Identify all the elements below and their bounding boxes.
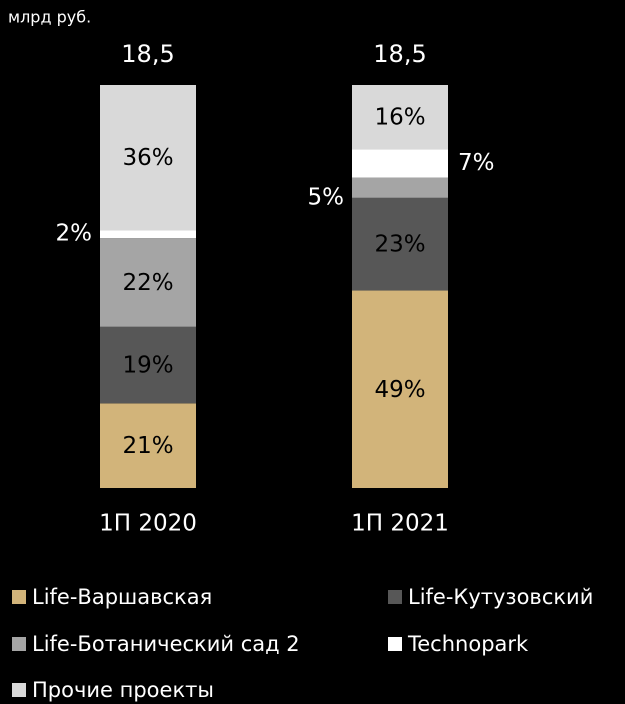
data-label: 2% [56,221,93,247]
x-tick-label: 1П 2021 [351,511,449,537]
bar-segment [100,238,196,327]
total-label: 18,5 [121,40,174,68]
data-label: 16% [374,105,425,131]
legend-swatch [388,637,402,651]
data-label: 23% [374,232,425,258]
legend-label: Technopark [407,632,529,656]
x-tick-label: 1П 2020 [99,511,197,537]
legend-swatch [388,590,402,604]
bar-segment [352,149,448,178]
legend-label: Прочие проекты [32,678,214,702]
legend-swatch [12,683,26,697]
data-label: 7% [458,150,495,176]
bar-segment [100,85,196,231]
legend-label: Life-Ботанический сад 2 [32,632,300,656]
data-label: 49% [374,377,425,403]
data-label: 19% [122,353,173,379]
total-label: 18,5 [373,40,426,68]
bar-segment [352,197,448,291]
data-label: 21% [122,433,173,459]
bar-segment [352,177,448,198]
legend-label: Life-Кутузовский [408,585,593,609]
legend-swatch [12,637,26,651]
data-label: 22% [122,270,173,296]
legend-label: Life-Варшавская [32,585,212,609]
bar-segment [352,85,448,150]
bar-segment [100,403,196,488]
bar-segment [100,326,196,404]
unit-label: млрд руб. [8,8,91,27]
bar-segment [352,290,448,488]
legend-swatch [12,590,26,604]
data-label: 5% [308,184,345,210]
bar-segment [100,230,196,239]
data-label: 36% [122,145,173,171]
